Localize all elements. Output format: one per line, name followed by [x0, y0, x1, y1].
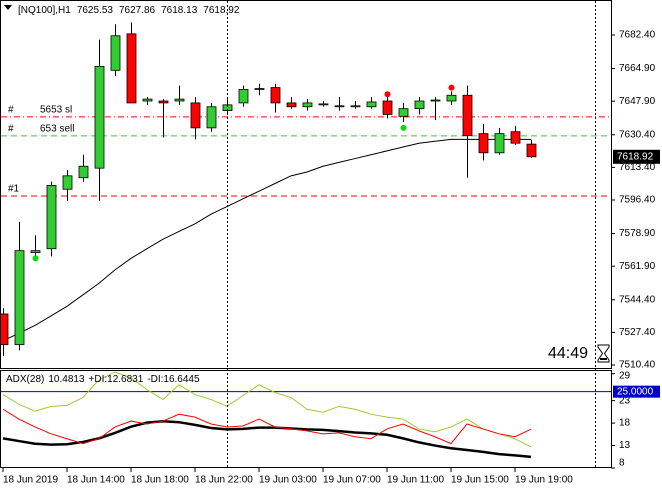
candle-body [110, 35, 121, 71]
hourglass-sand [600, 358, 607, 360]
indicator-line [2, 408, 532, 445]
candle-body [414, 100, 425, 110]
candle-body [478, 133, 489, 154]
indicator-line [2, 420, 532, 459]
current-price-box [613, 149, 660, 164]
signal-dot [384, 91, 391, 98]
plot-layer: 7682.40 7664.90 7647.90 7630.40 7613.40 7596.… [0, 5, 660, 486]
header-open: 7625.53 [77, 5, 114, 16]
candle-body [446, 94, 457, 102]
menu-arrow[interactable] [4, 5, 12, 10]
candle-body [526, 143, 537, 158]
legend-name: -DI: [147, 374, 163, 385]
candle-body [350, 105, 361, 108]
current-price-label: 7618.92 [617, 151, 654, 162]
legend-value: 10.4813 [48, 374, 85, 385]
candle-body [0, 313, 9, 346]
candle-body [382, 100, 393, 115]
legend-value: 12.6831 [107, 374, 144, 385]
candle-body [30, 250, 41, 253]
y-tick-label: 7596.40 [619, 195, 656, 206]
order-prefix: # [8, 124, 14, 135]
x-tick-label: 18 Jun 22:00 [195, 475, 253, 486]
order-prefix: #1 [8, 184, 20, 195]
y-tick-label: 7664.90 [619, 63, 656, 74]
adx-pane-border [0, 370, 612, 468]
x-tick-label: 18 Jun 18:00 [131, 475, 189, 486]
y-tick-label: 7527.40 [619, 327, 656, 338]
candle-body [334, 105, 345, 108]
x-tick-label: 19 Jun 07:00 [323, 475, 381, 486]
y-tick-label: 7613.40 [619, 162, 656, 173]
candle-body [46, 185, 57, 250]
candle-body [254, 88, 265, 90]
y-tick-label: 7647.90 [619, 96, 656, 107]
candle-body [158, 100, 169, 104]
y-tick-label: 18 [619, 418, 631, 429]
y-tick-label: 13 [619, 440, 631, 451]
candle-body [366, 101, 377, 108]
candle-body [510, 131, 521, 144]
order-label: 5653 sl [40, 105, 72, 116]
candle-body [14, 250, 25, 346]
candle-body [78, 165, 89, 179]
y-tick-label: 7510.40 [619, 360, 656, 371]
moving-average [2, 138, 531, 342]
candle-body [286, 102, 297, 108]
y-tick-label: 7544.40 [619, 294, 656, 305]
order-label: 653 sell [40, 124, 74, 135]
symbol: [NQ100],H1 [18, 5, 71, 16]
x-tick-label: 19 Jun 15:00 [451, 475, 509, 486]
signal-dot [32, 255, 39, 262]
candle-body [142, 98, 153, 102]
order-prefix: # [8, 105, 14, 116]
candle-body [430, 99, 441, 102]
hourglass-outline [597, 344, 610, 363]
candle-body [126, 33, 137, 104]
candle-body [494, 133, 505, 154]
y-tick-label: 23 [619, 395, 631, 406]
signal-dot [400, 124, 407, 131]
x-tick-label: 18 Jun 2019 [3, 475, 58, 486]
y-tick-label: 7630.40 [619, 129, 656, 140]
y-tick-label: 7578.90 [619, 228, 656, 239]
y-tick-label: 8 [619, 458, 625, 469]
x-tick-label: 18 Jun 14:00 [67, 475, 125, 486]
hourglass-icon [597, 344, 610, 363]
legend-name: +DI: [89, 374, 108, 385]
candle-body [318, 103, 329, 106]
candle-body [174, 98, 185, 102]
candle-body [206, 106, 217, 129]
candle-body [398, 108, 409, 117]
candle-body [62, 175, 73, 190]
legend-name: ADX(28) [6, 374, 44, 385]
legend-value: 16.6445 [163, 374, 200, 385]
y-tick-label: 7561.90 [619, 261, 656, 272]
signal-dot [448, 84, 455, 91]
candle-body [462, 94, 473, 136]
candle-body [238, 89, 249, 104]
x-tick-label: 19 Jun 11:00 [387, 475, 445, 486]
header-high: 7627.86 [119, 5, 156, 16]
level-box [613, 385, 660, 398]
countdown: 44:49 [548, 345, 588, 362]
candle-body [270, 87, 281, 104]
candle-body [94, 66, 105, 169]
level-label: 25.0000 [617, 386, 654, 397]
x-tick-label: 19 Jun 03:00 [259, 475, 317, 486]
indicator-header: ADX(28) 10.4813 +DI:12.6831 -DI:16.6445 [6, 374, 200, 385]
candle-body [302, 102, 313, 108]
y-tick-label: 7682.40 [619, 30, 656, 41]
y-tick-label: 29 [619, 371, 631, 382]
main-pane-border [0, 0, 612, 369]
header-low: 7618.13 [161, 5, 198, 16]
indicator-line [2, 371, 532, 448]
candle-body [190, 102, 201, 129]
header-close: 7618.92 [203, 5, 240, 16]
chart-header: [NQ100],H1 7625.53 7627.86 7618.13 7618.92 [18, 5, 240, 16]
x-tick-label: 19 Jun 19:00 [515, 475, 573, 486]
